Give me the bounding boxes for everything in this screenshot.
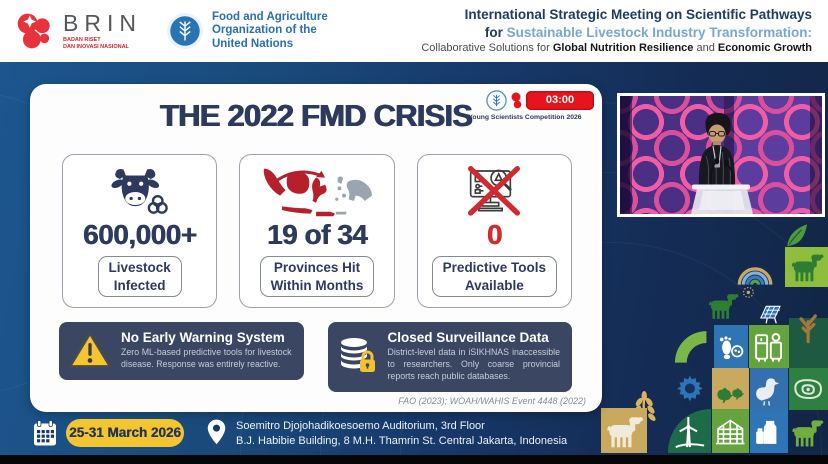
event-header: BRIN BADAN RISET DAN INOVASI NASIONAL Fo… — [0, 0, 828, 62]
brin-subtitle: BADAN RISET DAN INOVASI NASIONAL — [63, 36, 129, 50]
appliance-glyph — [751, 328, 786, 366]
alert-title: Closed Surveillance Data — [387, 330, 549, 345]
stat-predictive-tools: 0 Predictive Tools Available — [416, 154, 572, 308]
chickens-glyph — [714, 371, 747, 408]
leaf-icon — [772, 220, 820, 250]
event-title: International Strategic Meeting on Scien… — [421, 6, 814, 55]
alert-body: District-level data in iSIKHNAS inaccess… — [387, 347, 561, 381]
appliance-tile — [749, 325, 789, 368]
carbon-footprint-tile — [714, 325, 748, 368]
venue-line1: Soemitro Djojohadikoesoemo Auditorium, 3… — [236, 420, 485, 432]
greenhouse-tile — [712, 409, 749, 453]
brin-wordmark: BRIN BADAN RISET DAN INOVASI NASIONAL — [63, 9, 142, 51]
speaker-video-feed — [617, 93, 825, 217]
solar-panel-icon — [747, 299, 791, 328]
stat-label-tools: Predictive Tools Available — [431, 256, 557, 298]
quadruped-glyph — [701, 289, 745, 322]
stat-label-infected: Livestock Infected — [97, 256, 182, 298]
meat-tile — [789, 368, 828, 410]
stats-row: 600,000+ Livestock Infected — [62, 154, 572, 308]
footer-bar: 25-31 March 2026 Soemitro Djojohadikoeso… — [0, 412, 828, 455]
stat-livestock-infected: 600,000+ Livestock Infected — [62, 154, 218, 308]
no-predictive-tools-icon — [468, 166, 521, 216]
countdown-timer: 03:00 — [526, 91, 594, 110]
green-arc-icon — [667, 325, 714, 368]
turbine-tile — [668, 409, 711, 453]
alert-body: Zero ML-based predictive tools for lives… — [121, 347, 292, 369]
brin-name: BRIN — [63, 9, 142, 36]
footprint-glyph — [716, 328, 746, 366]
brin-logo — [17, 13, 50, 49]
brin-mini-logo — [511, 92, 522, 109]
alerts-row: No Early Warning System Zero ML-based pr… — [59, 322, 572, 392]
sheep-icon — [698, 287, 748, 324]
fao-mini-logo — [486, 90, 507, 111]
letterbox-strip — [0, 455, 828, 464]
stat-value-provinces: 19 of 34 — [266, 219, 368, 250]
event-title-line3: Collaborative Solutions for Global Nutri… — [421, 42, 812, 55]
event-date-pill: 25-31 March 2026 — [66, 419, 184, 447]
stat-label-provinces: Provinces Hit Within Months — [259, 256, 375, 298]
alert-closed-surveillance: Closed Surveillance Data District-level … — [327, 322, 572, 392]
slide-title: THE 2022 FMD CRISIS — [159, 98, 473, 133]
meat-glyph — [791, 371, 825, 408]
speaker-at-podium — [620, 96, 822, 214]
fao-logo — [166, 12, 204, 50]
tree-glyph — [791, 289, 825, 363]
goose-tile — [750, 368, 788, 410]
cow-biohazard-icon — [111, 168, 170, 218]
leaf-glyph — [775, 222, 817, 248]
citation: FAO (2023); WOAH/WAHIS Event 4448 (2022) — [398, 396, 586, 406]
calendar-icon — [34, 420, 56, 446]
alert-no-early-warning: No Early Warning System Zero ML-based pr… — [59, 322, 304, 380]
event-title-line1: International Strategic Meeting on Scien… — [464, 7, 812, 23]
bird-glyph — [752, 371, 785, 408]
event-title-line2: for Sustainable Livestock Industry Trans… — [484, 24, 812, 40]
slide-card: THE 2022 FMD CRISIS 03:00 Young Scientis… — [30, 84, 602, 412]
venue-address: Soemitro Djojohadikoesoemo Auditorium, 3… — [236, 419, 567, 450]
venue-line2: B.J. Habibie Building, 8 M.H. Thamrin St… — [236, 435, 568, 448]
indonesia-map-icon — [263, 168, 372, 217]
milk-tile — [750, 409, 788, 453]
panel-glyph — [750, 301, 789, 327]
rainbow-glyph — [730, 250, 780, 288]
quadruped-glyph — [788, 249, 826, 284]
goat-tan-tile — [601, 408, 647, 453]
poultry-tile — [712, 368, 749, 410]
timer-group: 03:00 Young Scientists Competition 2026 — [456, 90, 594, 121]
gear-icon — [668, 369, 711, 409]
fao-line3: United Nations — [211, 37, 294, 50]
locked-database-icon — [340, 338, 375, 373]
stat-value-infected: 600,000+ — [82, 219, 197, 250]
alert-title: No Early Warning System — [121, 330, 285, 345]
event-title-highlight: Sustainable Livestock Industry Transform… — [506, 24, 812, 40]
fao-line2: Organization of the — [211, 24, 317, 37]
location-pin-icon — [207, 419, 226, 445]
fao-line1: Food and Agriculture — [211, 11, 328, 24]
ring-glyph — [670, 328, 711, 366]
warning-triangle-icon — [69, 332, 111, 368]
gear-glyph — [671, 371, 709, 406]
competition-label: Young Scientists Competition 2026 — [468, 114, 582, 121]
goat-tile — [785, 247, 828, 287]
fao-wordmark: Food and Agriculture Organization of the… — [212, 11, 328, 51]
stat-provinces-hit: 19 of 34 Provinces Hit Within Months — [239, 154, 395, 308]
stat-value-tools: 0 — [486, 219, 503, 250]
tree-icon — [789, 284, 828, 368]
